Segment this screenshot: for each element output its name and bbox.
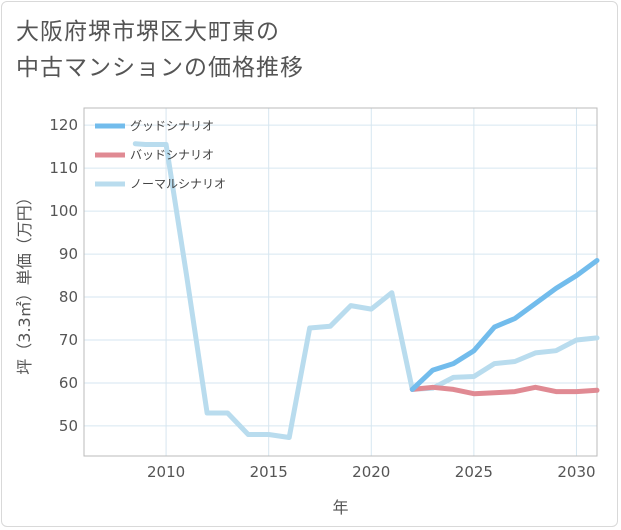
legend-label: バッドシナリオ (130, 148, 214, 162)
x-tick-label: 2010 (147, 463, 185, 481)
chart-title: 大阪府堺市堺区大町東の 中古マンションの価格推移 (16, 14, 304, 86)
chart-title-line-2: 中古マンションの価格推移 (16, 55, 304, 81)
x-tick-labels: 2010 2015 2020 2025 2030 (147, 463, 596, 481)
series-lines (132, 141, 600, 440)
y-tick-label: 70 (59, 331, 78, 349)
y-tick-labels: 50 60 70 80 90 100 110 120 (49, 116, 78, 435)
y-tick-label: 110 (49, 159, 78, 177)
plot-area-border (83, 107, 598, 457)
y-tick-label: 120 (49, 116, 78, 134)
chart-title-line-1: 大阪府堺市堺区大町東の (16, 19, 280, 45)
y-tick-label: 90 (59, 245, 78, 263)
x-tick-label: 2025 (455, 463, 493, 481)
y-tick-label: 80 (59, 288, 78, 306)
series-line-1 (409, 384, 600, 397)
x-tick-label: 2015 (250, 463, 288, 481)
y-tick-label: 100 (49, 202, 78, 220)
legend-label: グッドシナリオ (130, 119, 214, 133)
y-tick-label: 60 (59, 374, 78, 392)
x-tick-label: 2020 (352, 463, 390, 481)
y-tick-label: 50 (59, 417, 78, 435)
series-line-2 (132, 141, 600, 440)
y-axis-label: 坪（3.3㎡）単価（万円） (15, 189, 34, 374)
x-axis-label: 年 (332, 498, 348, 517)
series-line-0 (409, 258, 600, 392)
legend-label: ノーマルシナリオ (130, 177, 226, 191)
x-tick-label: 2030 (557, 463, 595, 481)
